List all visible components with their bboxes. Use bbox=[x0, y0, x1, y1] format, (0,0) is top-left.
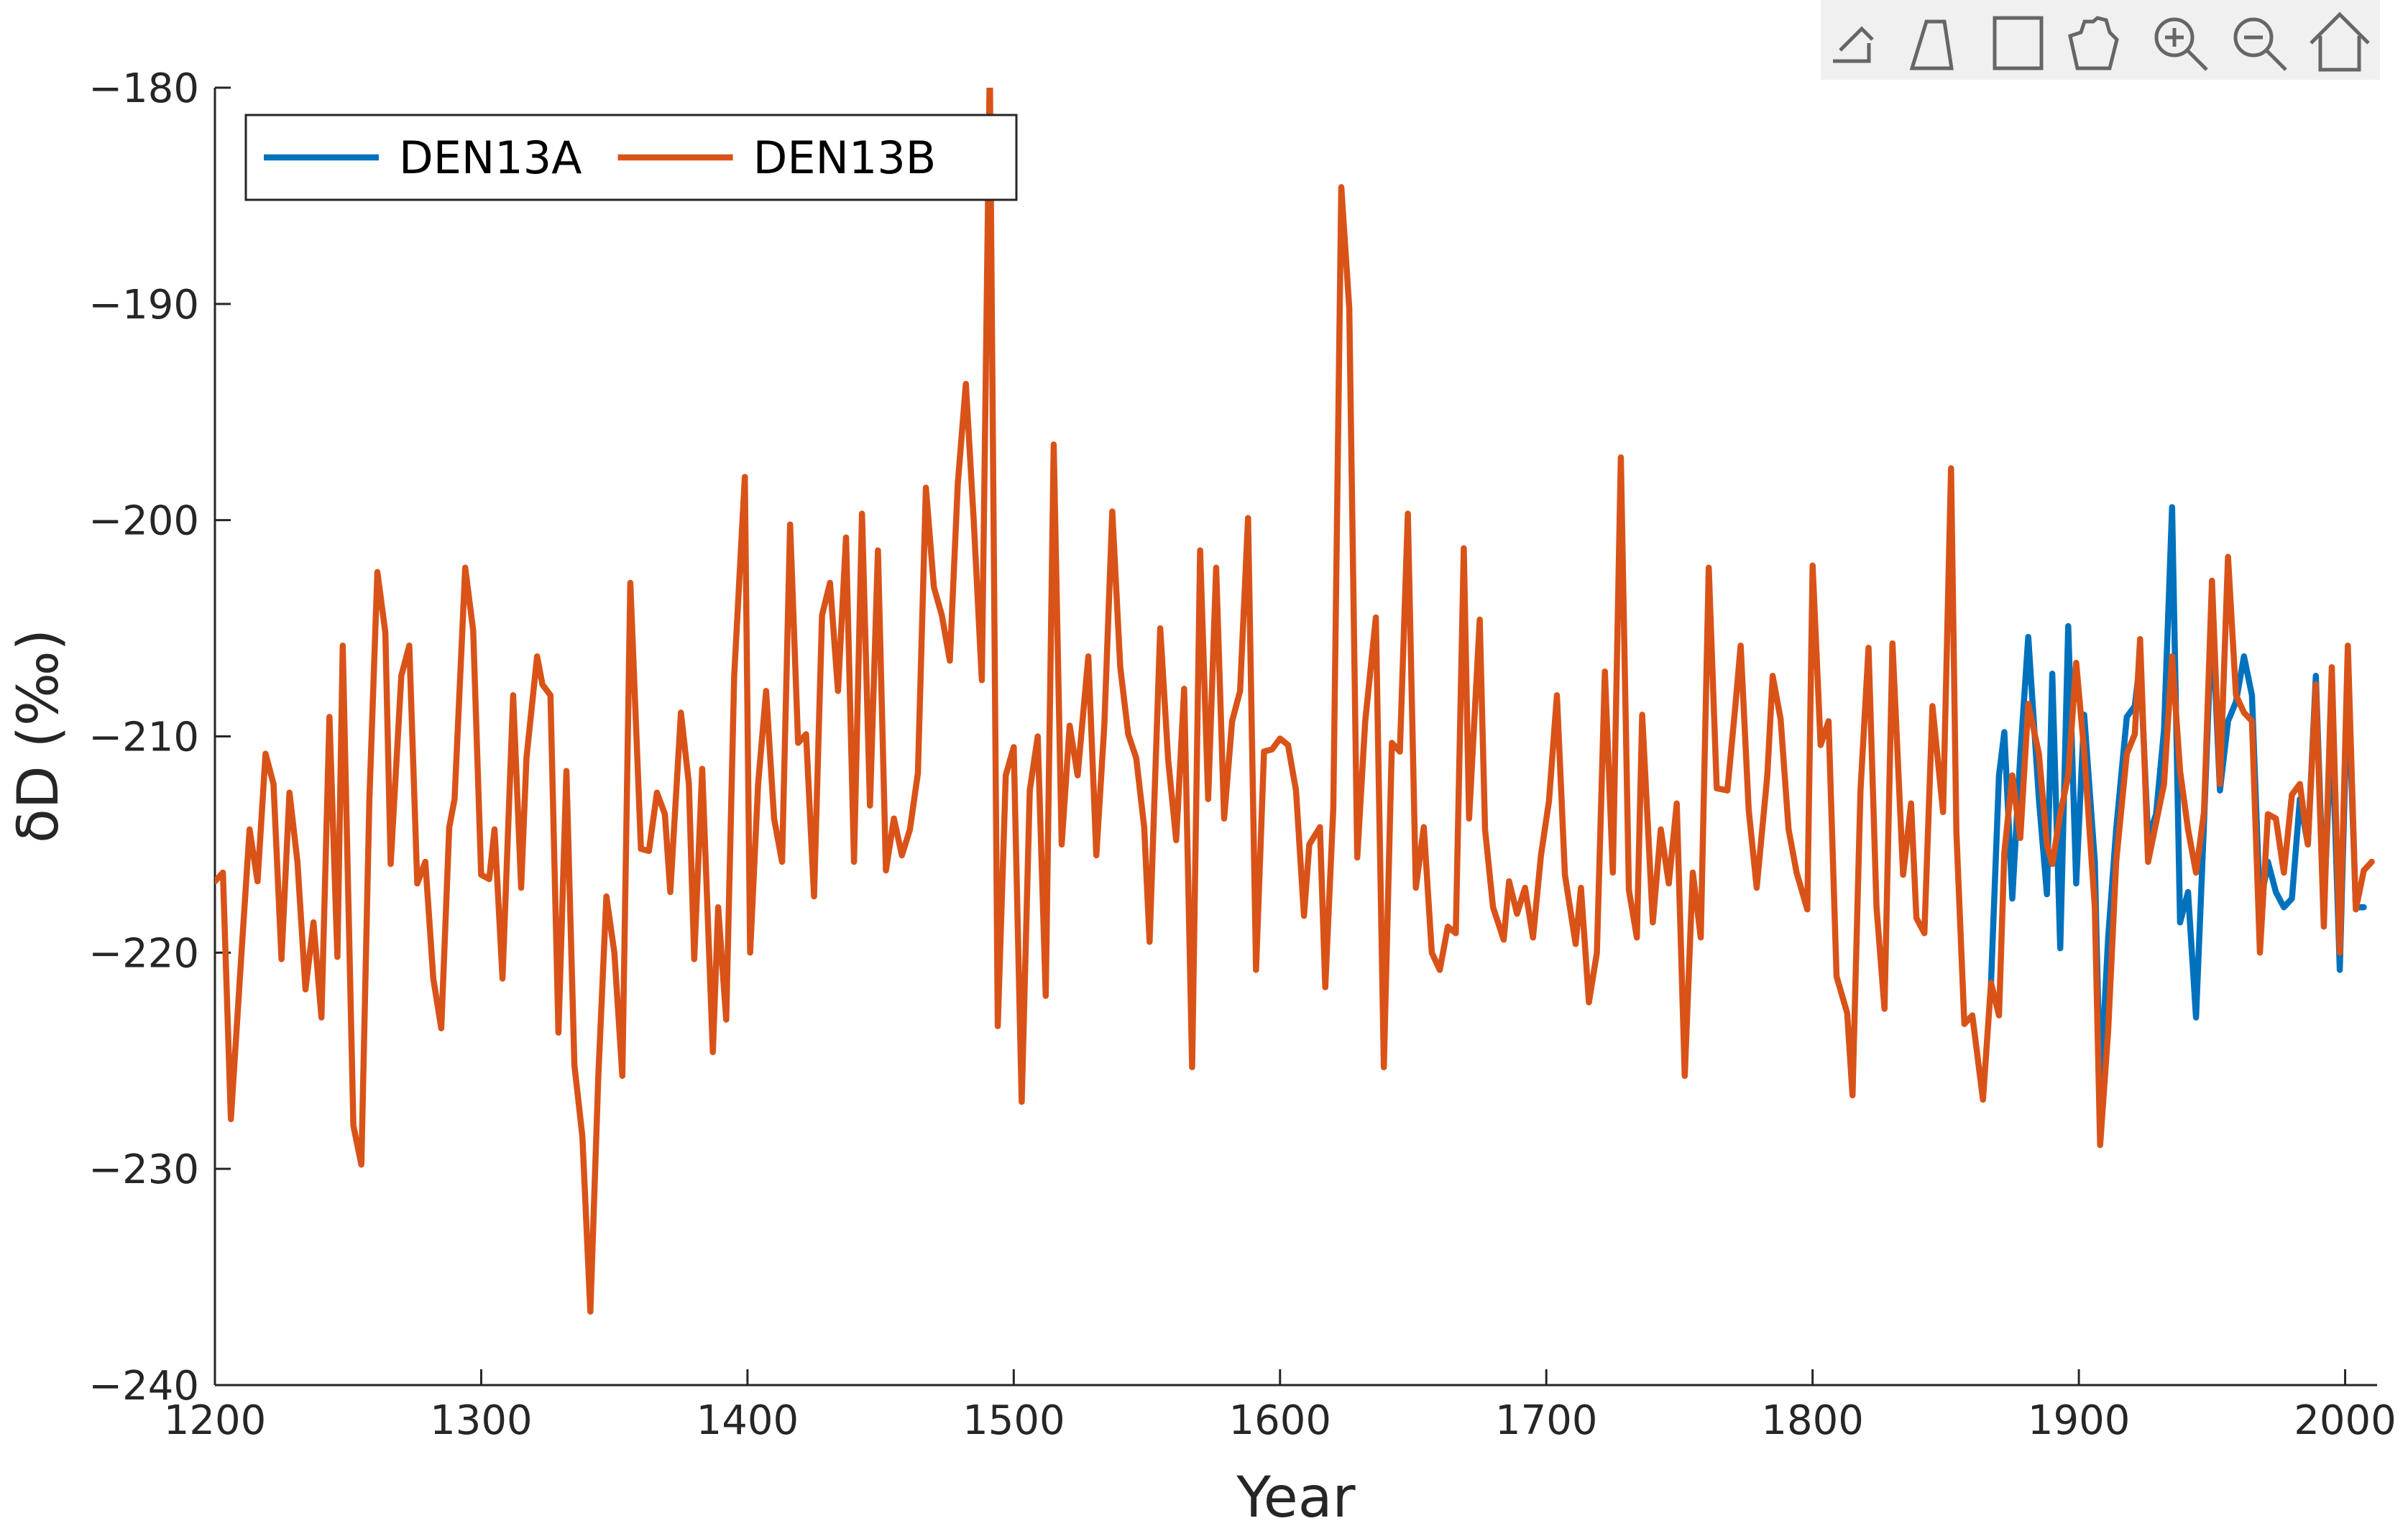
y-tick-label: −180 bbox=[88, 65, 199, 112]
home-icon[interactable] bbox=[2310, 12, 2370, 72]
brush-icon[interactable] bbox=[1909, 19, 1954, 70]
y-tick-label: −240 bbox=[88, 1363, 199, 1410]
legend-label: DEN13B bbox=[753, 132, 937, 184]
x-tick-label: 1200 bbox=[164, 1397, 267, 1444]
toolbar bbox=[1821, 0, 2380, 80]
y-tick-label: −230 bbox=[88, 1146, 199, 1193]
x-tick-label: 2000 bbox=[2294, 1397, 2396, 1444]
y-axis-label: δD (‰) bbox=[6, 629, 71, 843]
legend-icon[interactable] bbox=[1993, 16, 2044, 70]
axes: 1200 1300 1400 1500 1600 1700 1800 1900 2000 −240… bbox=[88, 65, 2396, 1444]
legend: DEN13A DEN13B bbox=[244, 114, 1018, 201]
y-tick-label: −190 bbox=[88, 282, 199, 328]
y-tick-label: −200 bbox=[88, 498, 199, 545]
zoom-out-icon[interactable] bbox=[2233, 17, 2274, 58]
legend-label: DEN13A bbox=[399, 132, 582, 184]
x-tick-label: 1900 bbox=[2028, 1397, 2131, 1444]
x-tick-label: 1500 bbox=[962, 1397, 1065, 1444]
x-tick-label: 1400 bbox=[697, 1397, 799, 1444]
edit-icon[interactable] bbox=[1833, 26, 1874, 63]
zoom-in-icon[interactable] bbox=[2154, 17, 2195, 58]
x-tick-label: 1600 bbox=[1229, 1397, 1332, 1444]
x-tick-label: 1700 bbox=[1495, 1397, 1598, 1444]
x-tick-label: 1300 bbox=[430, 1397, 533, 1444]
x-axis-label: Year bbox=[1236, 1466, 1356, 1530]
y-tick-label: −220 bbox=[88, 930, 199, 977]
x-tick-label: 1800 bbox=[1761, 1397, 1864, 1444]
pan-icon[interactable] bbox=[2068, 16, 2119, 70]
y-tick-label: −210 bbox=[88, 714, 199, 761]
plot-area bbox=[215, 88, 2375, 1315]
data-line bbox=[215, 88, 2375, 1315]
